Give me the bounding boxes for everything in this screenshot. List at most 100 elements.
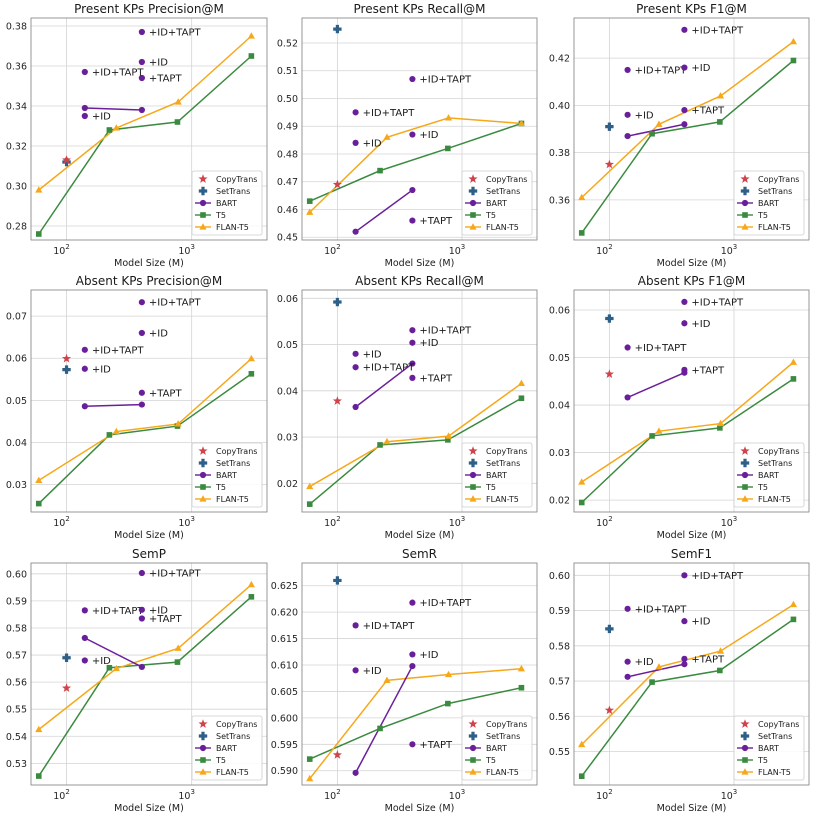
bart-variant-label: +ID [635,657,654,668]
legend-label: CopyTrans [216,175,257,184]
y-tick-label: 0.59 [6,596,27,607]
bart-variant-point [409,651,416,658]
legend-label: SetTrans [486,187,520,196]
bart-variant-point [352,622,359,629]
flan-t5-line [309,117,522,213]
x-tick-exponent: 3 [190,243,194,251]
legend-label: BART [758,471,779,480]
y-tick-label: 0.03 [549,448,570,459]
y-tick-label: 0.58 [6,623,27,634]
bart-variant-label: +TAPT [691,365,725,376]
y-tick-label: 0.05 [549,353,570,364]
x-axis-label: Model Size (M) [385,803,455,814]
y-tick-label: 0.60 [6,569,27,580]
y-tick-label: 0.610 [271,661,298,672]
t5-point [174,659,181,665]
t5-point [306,198,313,204]
chart-title: SemF1 [671,547,712,561]
bart-line [84,107,142,111]
plot-frame [30,17,268,241]
bart-variant-label: +ID [92,112,111,123]
bart-variant-label: +ID+TAPT [149,28,202,39]
x-axis-label: Model Size (M) [385,258,455,269]
bart-line [627,372,685,399]
flan-t5-point [444,670,453,678]
x-tick-exponent: 2 [65,788,69,796]
y-tick-label: 0.02 [277,479,298,490]
bart-line [84,403,142,408]
x-tick-exponent: 2 [608,515,612,523]
y-tick-label: 0.58 [549,641,570,652]
flan-t5-point [35,186,43,193]
legend-swatch-marker [469,495,477,502]
legend-label: CopyTrans [216,720,257,729]
bart-variant-label: +ID+TAPT [363,363,416,374]
x-tick-base: 10 [324,518,336,529]
t5-line [309,122,522,202]
flan-t5-point [383,133,391,140]
x-tick-exponent: 2 [608,788,612,796]
flan-t5-point [789,600,798,608]
legend-label: FLAN-T5 [758,495,791,504]
bart-variant-point [409,131,416,138]
legend-label: FLAN-T5 [486,768,519,777]
bart-variant-point [81,68,88,76]
legend-swatch-marker [468,731,478,741]
legend-swatch-marker [469,744,477,752]
t5-point [445,437,451,443]
legend-label: SetTrans [216,187,250,196]
y-tick-label: 0.59 [549,606,570,617]
settrans-point [605,122,614,131]
t5-point [717,119,723,125]
flan-t5-point [306,482,314,490]
x-tick-base: 10 [324,791,336,802]
legend-swatch-marker [199,223,207,230]
legend-label: FLAN-T5 [216,495,249,504]
y-tick-label: 0.625 [271,581,298,592]
t5-point [248,53,255,59]
x-tick-exponent: 3 [190,788,194,796]
x-tick-base: 10 [596,518,608,529]
y-tick-label: 0.48 [277,149,298,160]
y-tick-label: 0.57 [6,651,27,662]
legend: CopyTrans SetTrans BART T5 FLAN-T5 [191,442,263,508]
x-tick-exponent: 3 [461,243,465,251]
x-tick-label: 102 [53,243,70,257]
bart-variant-point [138,329,145,337]
chart-title: SemR [402,547,437,561]
bart-variant-label: +ID+TAPT [419,75,472,86]
t5-line [581,378,794,504]
bart-point [681,121,688,128]
legend-label: T5 [485,483,496,492]
copytrans-point [332,750,342,759]
bart-point [624,394,631,401]
x-tick-base: 10 [53,518,65,529]
legend-swatch-marker [199,495,207,502]
t5-point [445,145,451,152]
x-tick-exponent: 3 [733,243,737,251]
y-tick-label: 0.595 [271,740,298,751]
legend-swatch-marker [742,212,748,218]
y-tick-label: 0.56 [6,678,27,689]
x-tick-label: 103 [178,515,195,529]
bart-variant-point [681,64,688,71]
t5-point [106,127,113,133]
x-tick-exponent: 2 [608,243,612,251]
x-axis-label: Model Size (M) [114,258,184,269]
y-tick-label: 0.38 [549,148,570,159]
t5-line [38,373,252,505]
bart-variant-point [681,107,688,114]
flan-t5-point [655,120,663,127]
legend: CopyTrans SetTrans BART T5 FLAN-T5 [461,170,533,236]
bart-variant-label: +ID+TAPT [149,298,202,309]
x-tick-base: 10 [324,246,336,257]
bart-variant-point [352,139,359,146]
flan-t5-point [247,580,255,588]
t5-point [35,773,42,779]
flan-t5-point [444,432,453,439]
legend-box [461,170,533,236]
legend-label: CopyTrans [486,447,527,456]
x-tick-exponent: 2 [336,515,340,523]
